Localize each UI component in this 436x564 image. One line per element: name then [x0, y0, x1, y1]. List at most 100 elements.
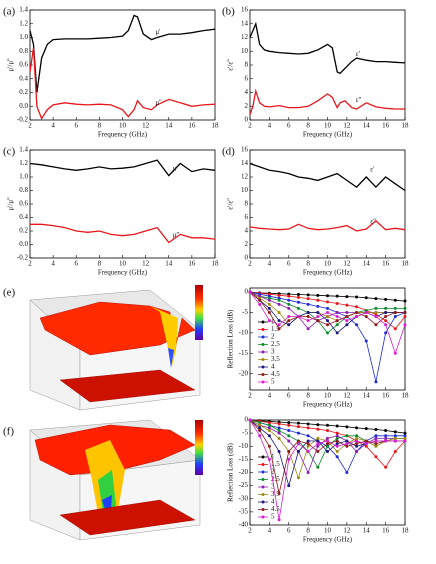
point — [374, 323, 378, 327]
x-tick-label: 4 — [268, 260, 272, 268]
point — [403, 315, 407, 319]
y-tick-label: 0.0 — [19, 240, 28, 248]
point — [316, 444, 320, 448]
point — [393, 450, 397, 453]
y-tick-label: -35 — [239, 507, 249, 515]
point — [384, 297, 388, 301]
point — [296, 476, 300, 480]
y-tick-label: -0.2 — [17, 254, 29, 262]
point — [316, 293, 320, 297]
y-tick-label: -5 — [242, 429, 248, 437]
point — [277, 302, 281, 306]
legend-label: 5 — [271, 378, 275, 386]
series-annotation: ε'' — [370, 218, 375, 226]
point — [306, 297, 310, 301]
point — [277, 426, 281, 430]
point — [335, 444, 339, 448]
y-tick-label: 4 — [245, 227, 249, 235]
x-tick-label: 18 — [212, 122, 220, 130]
y-tick-label: 1.0 — [19, 173, 28, 181]
y-tick-label: 6 — [245, 74, 249, 82]
point — [306, 319, 310, 323]
point — [335, 319, 339, 323]
legend-label: 1.5 — [271, 325, 280, 333]
point — [277, 450, 281, 453]
point — [267, 298, 271, 302]
plot-frame — [249, 149, 406, 259]
point — [393, 327, 397, 331]
x-tick-label: 18 — [212, 260, 220, 268]
point — [306, 315, 310, 319]
x-tick-label: 14 — [363, 122, 371, 130]
point — [277, 298, 281, 302]
point — [277, 310, 281, 314]
point — [287, 484, 291, 488]
series-annotation: μ' — [155, 28, 160, 36]
point — [384, 429, 388, 432]
y-tick-label: -10 — [239, 328, 249, 336]
legend-marker — [261, 380, 265, 384]
series-line — [249, 88, 405, 115]
legend-label: 4 — [271, 363, 275, 371]
x-tick-label: 12 — [343, 392, 351, 400]
x-tick-label: 10 — [324, 392, 332, 400]
legend-label: 1 — [271, 453, 275, 461]
x-tick-label: 2 — [28, 122, 32, 130]
point — [326, 306, 329, 310]
legend-label: 1 — [271, 318, 275, 326]
x-tick-label: 18 — [402, 527, 410, 535]
panel-label: (e) — [3, 287, 16, 299]
x-tick-label: 14 — [165, 260, 173, 268]
x-tick-label: 6 — [75, 122, 79, 130]
y-tick-label: 10 — [241, 186, 249, 194]
point — [374, 442, 378, 446]
y-tick-label: -15 — [239, 455, 249, 463]
legend-label: 2 — [271, 468, 275, 476]
point — [345, 434, 349, 438]
point — [374, 434, 378, 438]
point — [393, 436, 397, 440]
x-tick-label: 12 — [343, 122, 351, 130]
point — [316, 310, 320, 314]
y-axis-label: Reflection Loss (dB) — [227, 309, 235, 368]
point — [335, 310, 339, 314]
x-tick-label: 10 — [324, 527, 332, 535]
series-annotation: μ'' — [173, 231, 179, 239]
point — [345, 315, 349, 319]
point — [287, 319, 291, 323]
point — [384, 323, 388, 327]
point — [296, 421, 300, 425]
point — [355, 439, 359, 443]
point — [364, 444, 368, 448]
series-annotation: μ' — [173, 164, 178, 172]
series-line — [29, 14, 216, 93]
point — [258, 421, 262, 425]
y-tick-label: 0 — [245, 254, 249, 262]
x-tick-label: 12 — [142, 260, 150, 268]
point — [393, 430, 397, 434]
series-line — [29, 159, 216, 177]
panel-label: (a) — [3, 6, 16, 18]
point — [335, 323, 339, 327]
point — [326, 442, 329, 446]
y-tick-label: -40 — [239, 521, 249, 529]
y-tick-label: 2 — [245, 102, 249, 110]
legend-label: 2.5 — [271, 475, 280, 483]
x-tick-label: 12 — [343, 527, 351, 535]
point — [364, 427, 368, 431]
point — [277, 518, 281, 522]
point — [267, 306, 271, 310]
x-tick-label: 4 — [51, 122, 55, 130]
y-tick-label: 16 — [241, 146, 249, 154]
point — [326, 423, 329, 427]
point — [335, 439, 339, 443]
x-tick-label: 2 — [248, 527, 252, 535]
y-tick-label: 4 — [245, 88, 249, 96]
point — [374, 436, 378, 440]
x-tick-label: 14 — [363, 527, 371, 535]
x-axis-label: Frequency (GHz) — [303, 401, 353, 409]
y-axis-label: μ'/μ'' — [7, 58, 15, 71]
point — [355, 436, 359, 440]
point — [306, 434, 310, 438]
point — [287, 315, 291, 319]
